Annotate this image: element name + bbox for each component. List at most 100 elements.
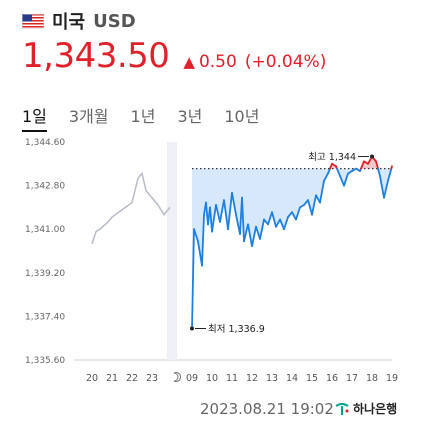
today-line-segment bbox=[379, 175, 385, 199]
x-tick-label: 20 bbox=[86, 373, 98, 384]
x-tick-label: 09 bbox=[186, 373, 198, 384]
today-line-segment bbox=[295, 206, 301, 221]
hana-bank-logo-icon bbox=[334, 402, 350, 416]
today-line-segment bbox=[387, 167, 393, 182]
area-segment bbox=[292, 168, 296, 220]
area-segment bbox=[268, 168, 272, 225]
today-line-segment bbox=[211, 204, 217, 233]
area-fill bbox=[192, 156, 392, 329]
timestamp: 2023.08.21 19:02 bbox=[200, 400, 334, 418]
area-segment bbox=[284, 168, 288, 230]
x-tick-label: 14 bbox=[286, 373, 298, 384]
area-segment bbox=[316, 168, 320, 203]
tab-1d[interactable]: 1일 bbox=[22, 103, 47, 132]
current-price: 1,343.50 bbox=[22, 36, 170, 76]
area-segment bbox=[232, 168, 236, 215]
high-marker bbox=[370, 154, 374, 159]
today-line-segment bbox=[390, 165, 393, 170]
today-line-segment bbox=[291, 211, 297, 221]
area-segment bbox=[300, 168, 304, 208]
price-change-percent: (+0.04%) bbox=[244, 52, 327, 72]
tab-10y[interactable]: 10년 bbox=[224, 107, 260, 126]
today-line-segment bbox=[201, 213, 205, 267]
today-line-segment bbox=[275, 218, 281, 228]
area-segment bbox=[224, 168, 228, 230]
previous-day-line bbox=[91, 171, 171, 244]
x-tick-label: 23 bbox=[146, 373, 158, 384]
x-tick-label: 10 bbox=[206, 373, 218, 384]
market-closed-band bbox=[167, 142, 177, 360]
today-line-segment bbox=[323, 172, 329, 182]
low-label: 최저 1,336.9 bbox=[208, 324, 265, 335]
area-segment bbox=[276, 168, 280, 227]
area-segment bbox=[198, 168, 202, 266]
area-segment bbox=[288, 168, 292, 218]
today-line-segment bbox=[339, 175, 345, 187]
today-line-segment bbox=[287, 211, 293, 218]
x-tick-label: 13 bbox=[266, 373, 278, 384]
x-tick-label: 19 bbox=[386, 373, 398, 384]
annotations: 최고 1,344 최저 1,336.9 bbox=[190, 152, 374, 335]
today-line-segment bbox=[241, 196, 245, 243]
period-tabs: 1일 3개월 1년 3년 10년 bbox=[22, 103, 281, 132]
today-line-segment bbox=[375, 160, 379, 170]
today-line-segment bbox=[223, 199, 229, 231]
area-segment bbox=[364, 161, 368, 169]
area-segment bbox=[372, 156, 376, 169]
x-tick-label: 15 bbox=[306, 373, 318, 384]
today-line-segment bbox=[336, 167, 341, 177]
area-segment bbox=[244, 168, 248, 242]
series-lines bbox=[91, 155, 393, 330]
today-line-segment bbox=[319, 179, 325, 204]
today-line-segment bbox=[243, 223, 249, 243]
high-label: 최고 1,344 bbox=[308, 152, 356, 163]
x-tick-label: 16 bbox=[326, 373, 338, 384]
price-row: 1,343.50 ▲ 0.50 (+0.04%) bbox=[22, 36, 326, 76]
today-line-segment bbox=[193, 228, 199, 243]
y-tick-label: 1,344.60 bbox=[25, 138, 65, 148]
x-tick-label: 22 bbox=[126, 373, 138, 384]
x-tick-label: 12 bbox=[246, 373, 258, 384]
today-line-segment bbox=[271, 211, 277, 228]
today-line-segment bbox=[215, 204, 221, 223]
today-line-segment bbox=[219, 199, 225, 223]
tab-3m[interactable]: 3개월 bbox=[68, 107, 109, 126]
bank-name: 하나은행 bbox=[353, 402, 398, 416]
area-segment bbox=[256, 168, 260, 239]
x-axis-ticks: 20 21 22 23 09 10 11 12 13 14 15 16 17 18 19 bbox=[86, 372, 398, 384]
today-line-segment bbox=[259, 218, 265, 240]
area-segment bbox=[296, 168, 300, 220]
today-line-segment bbox=[231, 191, 237, 216]
today-line-segment bbox=[343, 172, 349, 187]
x-tick-label: 21 bbox=[106, 373, 118, 384]
country-name: 미국 bbox=[52, 12, 86, 33]
header: 미국 USD bbox=[22, 8, 136, 34]
x-tick-label: 11 bbox=[226, 373, 238, 384]
today-line-segment bbox=[383, 179, 389, 199]
area-segment bbox=[212, 168, 216, 232]
area-segment bbox=[220, 168, 224, 222]
today-line-segment bbox=[267, 211, 273, 226]
tab-3y[interactable]: 3년 bbox=[177, 107, 203, 126]
today-line-segment bbox=[307, 199, 313, 216]
today-line-segment bbox=[227, 191, 233, 231]
today-line-segment bbox=[311, 194, 317, 216]
area-segment bbox=[272, 168, 276, 227]
today-line-segment bbox=[360, 160, 365, 170]
moon-icon bbox=[173, 372, 181, 382]
area-segment bbox=[312, 168, 316, 215]
y-tick-label: 1,337.40 bbox=[25, 312, 65, 322]
area-segment bbox=[280, 168, 284, 230]
area-segment bbox=[264, 168, 268, 225]
y-tick-label: 1,335.60 bbox=[25, 356, 65, 366]
exchange-rate-chart: 1,344.60 1,342.80 1,341.00 1,339.20 1,337.40… bbox=[25, 138, 398, 384]
today-line-segment bbox=[209, 206, 213, 233]
area-segment bbox=[304, 168, 308, 205]
y-tick-label: 1,341.00 bbox=[25, 225, 65, 235]
tab-1y[interactable]: 1년 bbox=[130, 107, 156, 126]
y-axis-ticks: 1,344.60 1,342.80 1,341.00 1,339.20 1,337.40… bbox=[25, 138, 65, 366]
y-tick-label: 1,342.80 bbox=[25, 182, 65, 192]
today-line-segment bbox=[251, 225, 257, 248]
today-line-segment bbox=[255, 225, 261, 240]
low-marker bbox=[190, 326, 194, 331]
